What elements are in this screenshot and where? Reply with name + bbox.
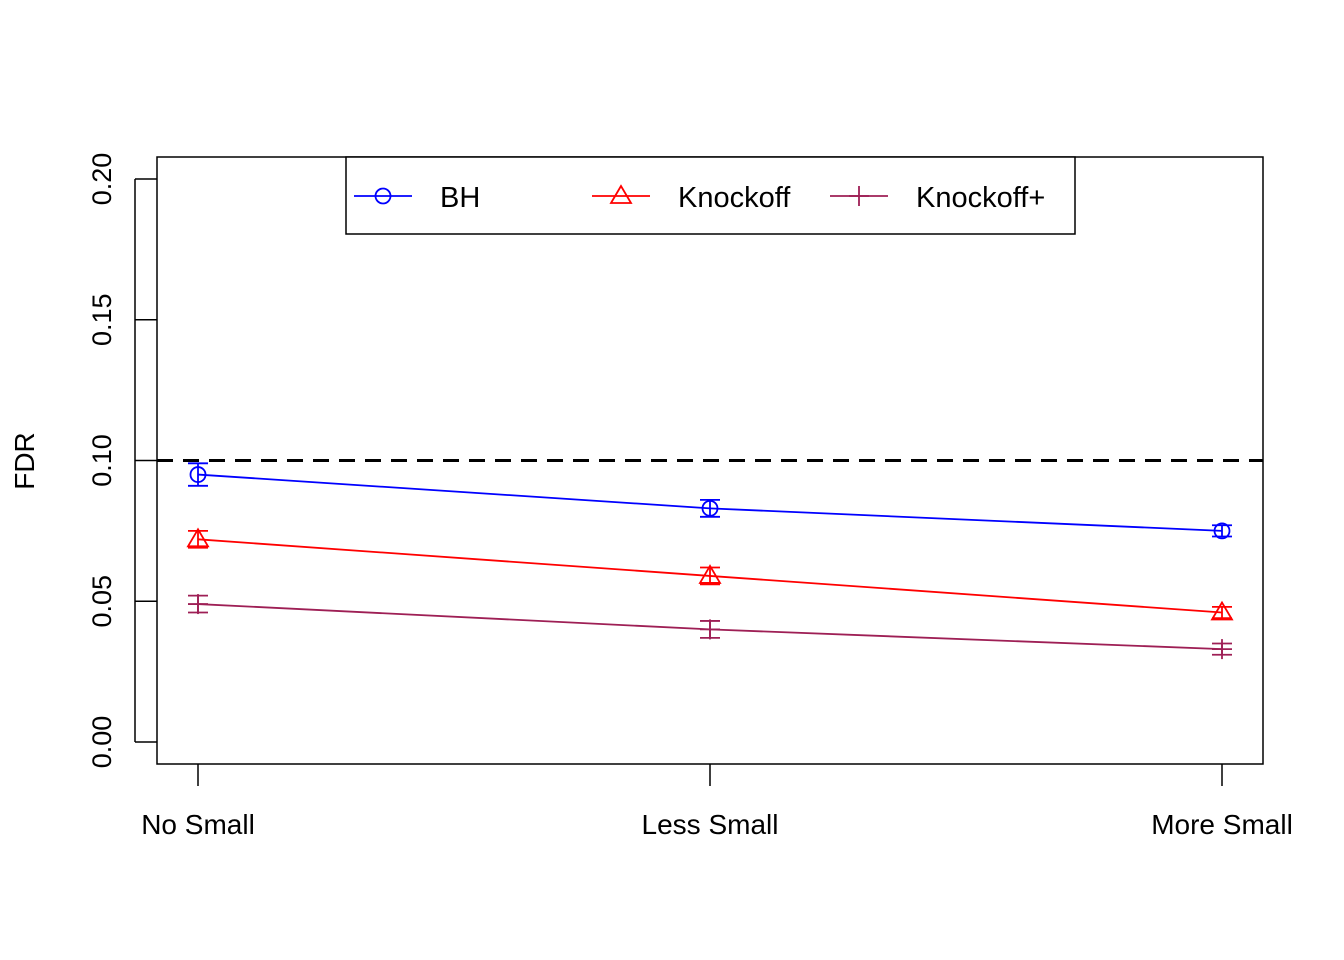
series-knockoff (186, 527, 1234, 621)
x-axis: No Small Less Small More Small (141, 764, 1293, 840)
legend-swatch-marker (374, 187, 392, 205)
legend-item: BH (354, 182, 480, 214)
legend-label: BH (440, 182, 480, 214)
y-tick-label: 0.00 (87, 716, 117, 769)
data-point (188, 594, 208, 615)
x-tick-label: No Small (141, 809, 255, 840)
data-point (189, 466, 207, 483)
series-knockoff-plus (188, 594, 1232, 660)
data-point (186, 527, 210, 548)
legend-label: Knockoff+ (916, 182, 1045, 214)
y-tick-label: 0.05 (87, 575, 117, 628)
data-point (698, 564, 722, 584)
series-layer (186, 462, 1234, 660)
data-point (1212, 639, 1232, 660)
y-tick-label: 0.15 (87, 293, 117, 346)
legend-item: Knockoff+ (830, 182, 1045, 214)
legend-box (345, 156, 1076, 235)
legend-item: Knockoff (592, 182, 791, 214)
series-bh (188, 462, 1232, 540)
y-tick-label: 0.10 (87, 434, 117, 487)
legend-swatch-marker (849, 186, 869, 206)
y-axis-label: FDR (9, 432, 40, 490)
y-axis: 0.00 0.05 0.10 0.15 0.20 (87, 153, 157, 769)
data-point (700, 619, 720, 640)
x-tick-label: Less Small (642, 809, 779, 840)
data-point (1210, 600, 1234, 621)
legend-label: Knockoff (678, 182, 791, 214)
y-tick-label: 0.20 (87, 153, 117, 206)
x-tick-label: More Small (1151, 809, 1293, 840)
legend-swatch-marker (609, 184, 633, 204)
legend: BH Knockoff Knockoff+ (345, 156, 1076, 235)
data-point (701, 499, 719, 517)
data-point (1213, 522, 1231, 540)
